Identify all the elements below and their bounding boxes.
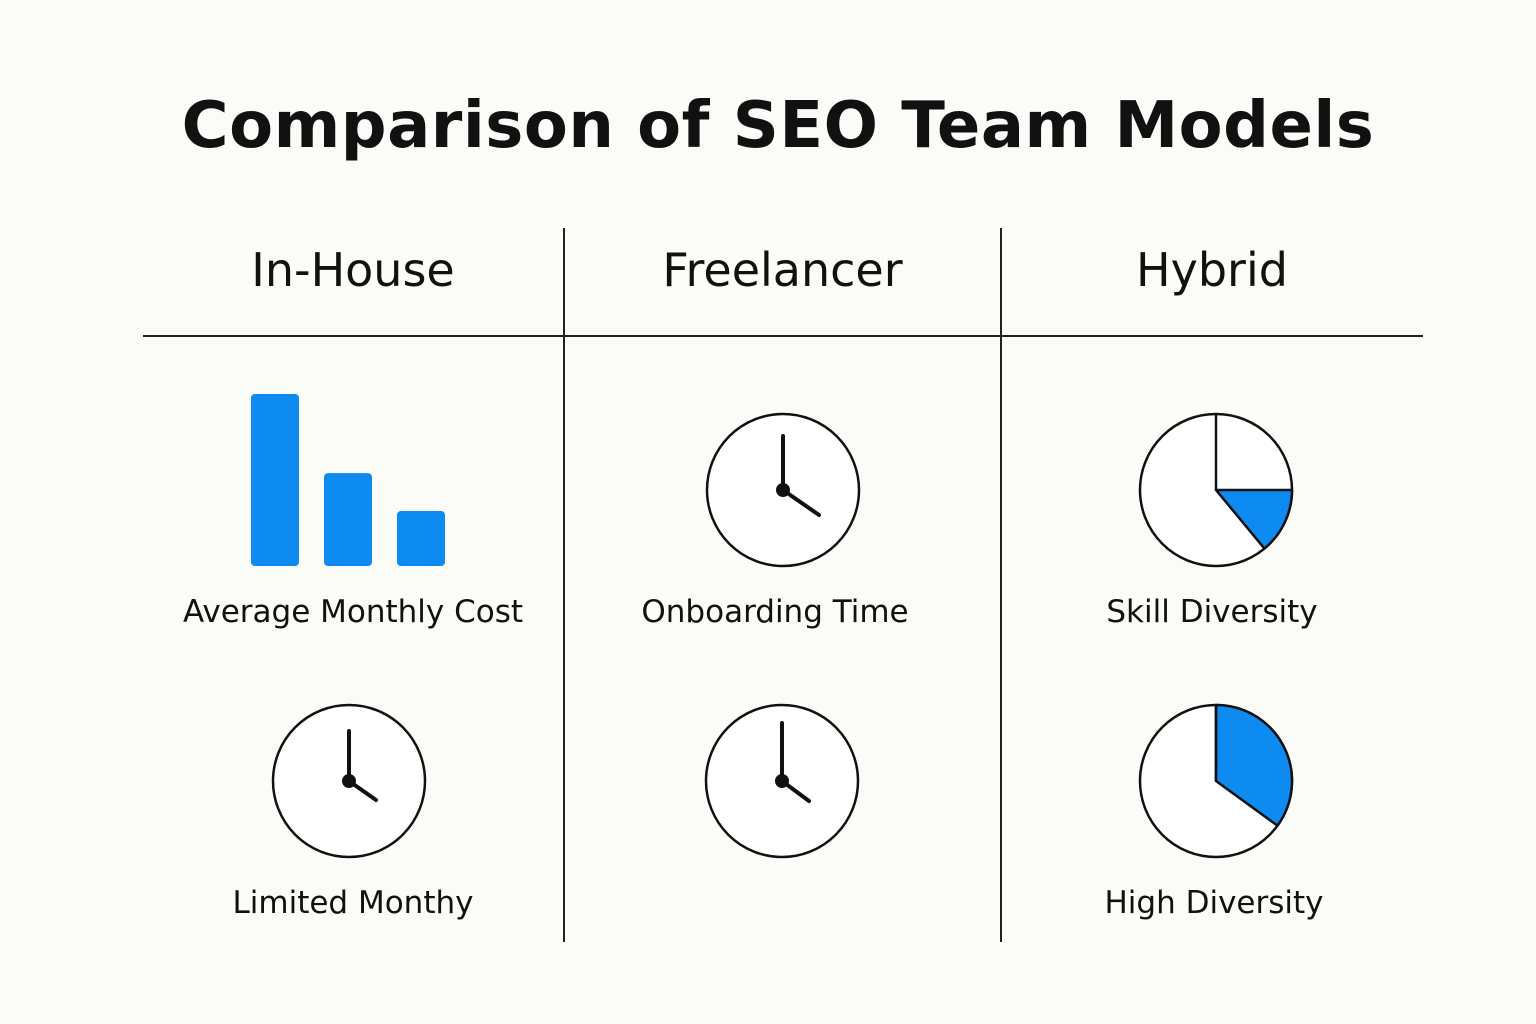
bar-3 [397,510,445,566]
column-header-freelancer: Freelancer [662,243,903,297]
label-skill-diversity: Skill Diversity [1106,594,1318,630]
bar-chart-icon [251,394,445,566]
clock-icon [271,703,427,859]
label-limited-monthy: Limited Monthy [232,885,474,921]
label-high-diversity: High Diversity [1104,885,1324,921]
label-average-monthly-cost: Average Monthly Cost [182,594,524,630]
column-divider-1 [563,228,565,942]
bar-1 [251,394,299,566]
clock-icon [705,412,861,568]
clock-icon [704,703,860,859]
header-divider [143,335,1423,337]
pie-slice-filled [1214,703,1294,827]
column-divider-2 [1000,228,1002,942]
pie-chart-icon [1138,703,1294,859]
bar-2 [324,473,372,566]
label-onboarding-time: Onboarding Time [641,594,909,630]
pie-slice-filled [1214,488,1294,550]
pie-chart-icon [1138,412,1294,568]
diagram-title: Comparison of SEO Team Models [181,89,1375,163]
column-header-in-house: In-House [251,243,455,297]
column-header-hybrid: Hybrid [1136,243,1288,297]
